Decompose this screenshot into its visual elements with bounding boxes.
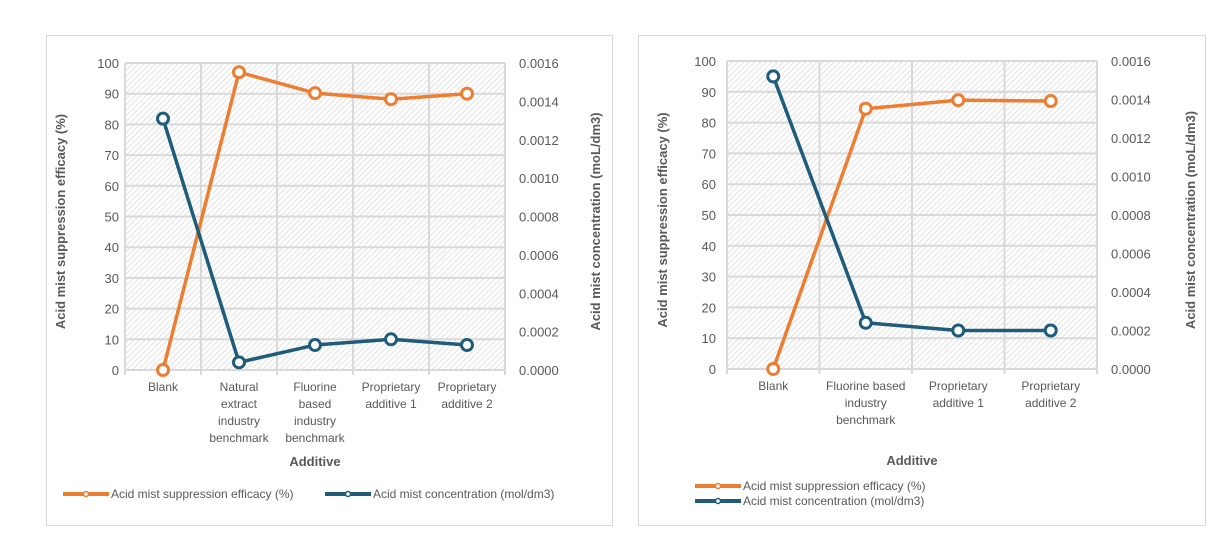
data-point-concentration — [156, 111, 170, 126]
legend: Acid mist suppression efficacy (%) Acid m… — [63, 487, 554, 501]
left-axis-tick-label: 30 — [702, 270, 716, 285]
left-axis-title: Acid mist suppression efficacy (%) — [53, 114, 68, 329]
category-label: Fluorine based industry benchmark — [826, 379, 905, 427]
data-point-efficacy — [951, 93, 966, 108]
x-axis-title: Additive — [886, 453, 937, 468]
right-axis-tick-label: 0.0000 — [1111, 362, 1151, 377]
right-axis-tick-label: 0.0008 — [1111, 208, 1151, 223]
left-axis-tick-label: 50 — [105, 210, 119, 225]
legend-item-concentration: Acid mist concentration (mol/dm3) — [325, 487, 554, 501]
right-axis-tick-label: 0.0004 — [519, 286, 559, 301]
category-label: Proprietary additive 2 — [1021, 379, 1080, 410]
right-axis-tick-label: 0.0002 — [1111, 324, 1151, 339]
left-axis-tick-label: 70 — [702, 146, 716, 161]
legend-label: Acid mist suppression efficacy (%) — [743, 479, 926, 493]
left-axis-tick-label: 100 — [694, 54, 716, 69]
right-axis-tick-label: 0.0012 — [519, 133, 559, 148]
data-point-concentration — [951, 323, 966, 338]
data-point-efficacy — [1043, 94, 1058, 109]
left-axis-tick-label: 100 — [97, 56, 119, 71]
legend-swatch-marker — [344, 490, 352, 498]
left-axis-tick-label: 90 — [105, 87, 119, 102]
legend-item-efficacy: Acid mist suppression efficacy (%) — [63, 487, 294, 501]
right-axis-title: Acid mist concentration (moL/dm3) — [1183, 111, 1198, 329]
data-point-concentration — [308, 338, 322, 353]
right-axis-tick-label: 0.0014 — [1111, 93, 1151, 108]
left-axis-tick-label: 80 — [105, 117, 119, 132]
data-point-concentration — [1043, 323, 1058, 338]
left-axis-tick-label: 0 — [709, 362, 716, 377]
legend-label: Acid mist concentration (mol/dm3) — [743, 494, 924, 508]
legend: Acid mist suppression efficacy (%)Acid m… — [695, 479, 926, 508]
data-point-concentration — [232, 355, 246, 370]
category-label: Fluorine based industry benchmark — [285, 380, 345, 445]
left-axis-tick-label: 20 — [702, 300, 716, 315]
data-point-efficacy — [384, 92, 398, 107]
legend-item-concentration: Acid mist concentration (mol/dm3) — [695, 494, 924, 508]
right-axis-tick-label: 0.0010 — [1111, 170, 1151, 185]
left-axis-tick-label: 70 — [105, 148, 119, 163]
data-point-efficacy — [858, 101, 873, 116]
x-axis-title: Additive — [289, 454, 340, 469]
chart-2-frame: 0 10 20 30 40 50 60 70 80 90 100 0.0000 0.0002 0.0004… — [638, 35, 1206, 526]
right-axis-tick-label: 0.0016 — [519, 56, 559, 71]
data-point-concentration — [858, 315, 873, 330]
left-axis-tick-label: 80 — [702, 116, 716, 131]
left-axis-tick-label: 50 — [702, 208, 716, 223]
left-axis-tick-label: 20 — [105, 302, 119, 317]
right-axis-tick-label: 0.0010 — [519, 171, 559, 186]
data-point-efficacy — [232, 65, 246, 80]
legend-swatch-marker — [714, 482, 722, 490]
legend-label: Acid mist concentration (mol/dm3) — [373, 487, 554, 501]
data-point-efficacy — [766, 362, 781, 376]
category-label: Proprietary additive 1 — [362, 380, 421, 411]
category-label: Blank — [758, 379, 789, 393]
left-axis-tick-label: 10 — [105, 332, 119, 347]
chart-1-frame: 0 10 20 30 40 50 60 70 80 90 100 0.0000 0.0002 0.0004… — [46, 35, 613, 526]
data-point-concentration — [460, 338, 474, 353]
category-label: Blank — [148, 380, 179, 394]
left-axis-tick-label: 0 — [112, 363, 119, 378]
data-point-efficacy — [308, 86, 322, 101]
left-axis-tick-label: 60 — [105, 179, 119, 194]
left-axis-tick-label: 40 — [105, 240, 119, 255]
chart-1: 0 10 20 30 40 50 60 70 80 90 100 0.0000 0.0002 0.0004… — [53, 56, 603, 501]
left-axis-tick-label: 30 — [105, 271, 119, 286]
right-axis-tick-label: 0.0016 — [1111, 54, 1151, 69]
left-axis-tick-label: 90 — [702, 85, 716, 100]
right-axis-tick-label: 0.0008 — [519, 210, 559, 225]
series-line-concentration — [771, 75, 1051, 333]
legend-swatch-marker — [82, 490, 90, 498]
data-point-concentration — [766, 69, 781, 84]
legend-swatch-marker — [714, 497, 722, 505]
legend-label: Acid mist suppression efficacy (%) — [111, 487, 294, 501]
legend-item-efficacy: Acid mist suppression efficacy (%) — [695, 479, 926, 493]
right-axis-tick-label: 0.0004 — [1111, 285, 1151, 300]
right-axis-tick-label: 0.0002 — [519, 325, 559, 340]
chart-2: 0 10 20 30 40 50 60 70 80 90 100 0.0000 0.0002 0.0004… — [655, 54, 1198, 508]
left-axis-tick-label: 60 — [702, 177, 716, 192]
left-axis-tick-label: 10 — [702, 331, 716, 346]
category-label: Proprietary additive 2 — [438, 380, 497, 411]
right-axis-tick-label: 0.0000 — [519, 363, 559, 378]
category-label: Natural extract industry benchmark — [209, 380, 269, 445]
series-line-efficacy — [771, 98, 1051, 370]
data-point-concentration — [384, 332, 398, 347]
right-axis-tick-label: 0.0012 — [1111, 131, 1151, 146]
left-axis-title: Acid mist suppression efficacy (%) — [655, 112, 670, 327]
left-axis-tick-label: 40 — [702, 239, 716, 254]
right-axis-tick-label: 0.0006 — [519, 248, 559, 263]
category-label: Proprietary additive 1 — [929, 379, 988, 410]
data-point-efficacy — [460, 86, 474, 101]
right-axis-tick-label: 0.0006 — [1111, 247, 1151, 262]
right-axis-tick-label: 0.0014 — [519, 94, 559, 109]
right-axis-title: Acid mist concentration (moL/dm3) — [588, 112, 603, 330]
data-point-efficacy — [156, 363, 170, 377]
